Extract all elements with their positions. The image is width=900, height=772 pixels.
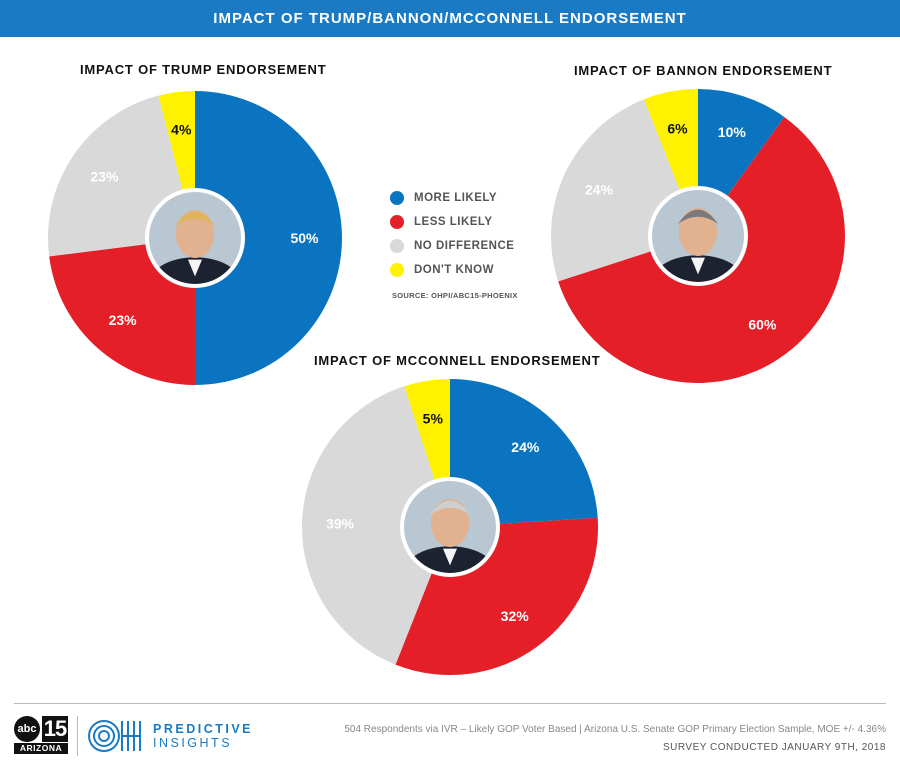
legend: MORE LIKELY LESS LIKELY NO DIFFERENCE DO… [390, 186, 514, 282]
legend-item-more-likely: MORE LIKELY [390, 186, 514, 210]
bannon-label-more-likely: 10% [718, 124, 747, 140]
legend-label: DON'T KNOW [414, 264, 494, 276]
trump-photo [145, 188, 245, 288]
bannon-label-less-likely: 60% [748, 317, 777, 333]
bannon-chart-title: IMPACT OF BANNON ENDORSEMENT [574, 63, 833, 78]
bannon-label-dont-know: 6% [667, 120, 688, 136]
mcconnell-slice-more-likely [450, 379, 598, 527]
abc-logo-circle: abc [14, 716, 40, 742]
source-note: SOURCE: OHPI/ABC15-PHOENIX [392, 291, 518, 300]
mcconnell-photo [400, 477, 500, 577]
predictive-insights-wordmark: PREDICTIVE INSIGHTS [153, 722, 253, 750]
legend-item-no-difference: NO DIFFERENCE [390, 234, 514, 258]
legend-item-less-likely: LESS LIKELY [390, 210, 514, 234]
banner-title: IMPACT OF TRUMP/BANNON/MCCONNELL ENDORSE… [0, 0, 900, 37]
bannon-label-no-difference: 24% [585, 181, 614, 197]
abc-logo-number: 15 [42, 716, 68, 742]
abc-logo-sub: ARIZONA [14, 743, 68, 754]
logo-separator [77, 716, 78, 756]
mcconnell-label-less-likely: 32% [501, 608, 530, 624]
trump-label-dont-know: 4% [171, 121, 192, 137]
legend-label: LESS LIKELY [414, 216, 493, 228]
trump-chart-title: IMPACT OF TRUMP ENDORSEMENT [80, 62, 327, 77]
trump-label-more-likely: 50% [290, 230, 319, 246]
sample-note: 504 Respondents via IVR – Likely GOP Vot… [344, 724, 886, 735]
mcconnell-chart-title: IMPACT OF MCCONNELL ENDORSEMENT [314, 353, 601, 368]
trump-slice-more-likely [195, 91, 342, 385]
mcconnell-label-dont-know: 5% [423, 410, 444, 426]
legend-swatch-dont-know [390, 263, 404, 277]
footer-divider [14, 703, 886, 704]
trump-label-no-difference: 23% [90, 169, 119, 185]
legend-label: MORE LIKELY [414, 192, 498, 204]
legend-label: NO DIFFERENCE [414, 240, 515, 252]
pie-charts: 50% 23% 23% 4% 10% 60% 24% 6% 24% 32% 39% 5% [48, 89, 845, 676]
abc15-arizona-logo: abc 15 ARIZONA [14, 716, 68, 754]
legend-swatch-no-difference [390, 239, 404, 253]
legend-swatch-more-likely [390, 191, 404, 205]
mcconnell-slice-no-difference [301, 386, 450, 665]
mcconnell-label-no-difference: 39% [326, 516, 355, 532]
trump-slice-less-likely [49, 238, 195, 385]
wordmark-insights: INSIGHTS [153, 736, 233, 750]
wordmark-predictive: PREDICTIVE [153, 722, 254, 736]
survey-date: SURVEY CONDUCTED JANUARY 9TH, 2018 [663, 742, 886, 753]
legend-swatch-less-likely [390, 215, 404, 229]
trump-label-less-likely: 23% [109, 312, 138, 328]
legend-item-dont-know: DON'T KNOW [390, 258, 514, 282]
mcconnell-label-more-likely: 24% [511, 439, 540, 455]
bannon-photo [648, 186, 748, 286]
oh-predictive-insights-logo [88, 720, 141, 752]
